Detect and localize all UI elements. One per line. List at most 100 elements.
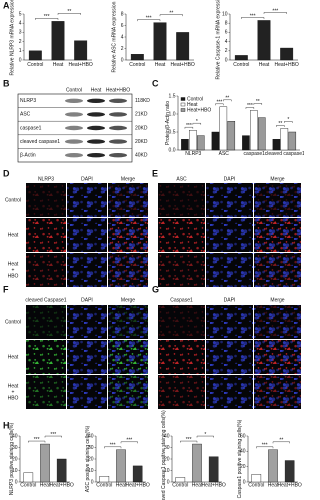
column-header: NLRP3	[38, 176, 54, 182]
sig-bracket	[276, 125, 285, 127]
bar	[28, 50, 42, 61]
stain-layer	[67, 375, 107, 409]
x-tick-label: Control	[233, 62, 249, 68]
column-header: ASC	[176, 176, 187, 182]
bar	[197, 135, 205, 151]
column-header: Merge	[121, 297, 135, 303]
lane-label: Control	[66, 87, 82, 93]
y-tick-label: 10	[222, 11, 228, 17]
blot-band	[109, 153, 127, 158]
row-label: Heat	[8, 354, 19, 360]
stain-layer	[206, 253, 253, 287]
bar	[175, 477, 186, 483]
x-tick-label: NLRP3	[185, 151, 201, 157]
protein-label: caspase1	[20, 125, 42, 131]
sig-label: ***	[272, 8, 278, 14]
sig-bracket	[159, 14, 183, 17]
column-header: Merge	[270, 297, 284, 303]
x-tick-label: Heat	[268, 482, 279, 488]
y-tick-label: 0.0	[169, 147, 176, 153]
stain-layer	[206, 305, 253, 339]
stain-layer	[26, 375, 66, 409]
stain-layer	[67, 253, 107, 287]
bar	[153, 22, 167, 61]
bar	[250, 110, 258, 151]
sig-label: ***	[126, 438, 132, 444]
sig-label: **	[256, 99, 260, 105]
legend-swatch	[180, 97, 186, 101]
bar	[242, 135, 250, 151]
blot-band	[109, 125, 127, 131]
sig-label: **	[67, 9, 71, 15]
y-tick-label: 8	[121, 11, 124, 17]
size-label: 20KD	[135, 139, 148, 145]
stain-layer	[254, 218, 301, 252]
stain-layer	[158, 183, 205, 217]
blot-band	[109, 98, 127, 104]
blot-band	[109, 112, 127, 117]
row-label: Heat	[8, 232, 19, 238]
stain-layer	[206, 183, 253, 217]
y-tick-label: 0	[15, 479, 18, 485]
row-label: Control	[5, 197, 21, 203]
bar	[284, 460, 295, 483]
column-header: cleaved Caspase1	[25, 297, 66, 303]
y-tick-label: 60	[240, 433, 246, 439]
blot-band	[87, 125, 105, 131]
blot-band	[87, 98, 105, 104]
sig-bracket	[245, 107, 255, 109]
y-axis-label: Relative NLRP3 mRNA expression	[9, 0, 15, 75]
y-tick-label: 8	[225, 21, 228, 27]
sig-label: ***	[250, 13, 256, 19]
sig-label: ***	[44, 14, 50, 20]
y-tick-label: 10	[164, 468, 170, 474]
y-tick-label: 10	[88, 468, 94, 474]
y-tick-label: 6	[225, 30, 228, 36]
blot-band	[65, 112, 83, 117]
y-tick-label: 40	[12, 433, 18, 439]
bar	[181, 138, 189, 151]
bar	[257, 20, 271, 61]
y-tick-label: 20	[240, 464, 246, 470]
panel-label: C	[152, 78, 159, 88]
sig-bracket	[120, 441, 138, 444]
stain-layer	[158, 218, 205, 252]
x-tick-label: Heat+HBO	[69, 62, 93, 68]
y-tick-label: 2	[225, 48, 228, 54]
y-axis-label: cleaved Caspase1 positive staining cells…	[161, 410, 167, 500]
stain-layer	[206, 375, 253, 409]
y-tick-label: 4	[121, 34, 124, 40]
legend-label: Control	[187, 96, 203, 102]
sig-label: **	[278, 121, 282, 127]
sig-label: **	[279, 438, 283, 444]
sig-label: ***	[262, 443, 268, 449]
bar	[130, 54, 144, 61]
legend-swatch	[180, 108, 186, 112]
x-tick-label: Control	[172, 482, 188, 488]
y-tick-label: 1.0	[169, 111, 176, 117]
x-tick-label: Heat+HBO	[278, 482, 302, 488]
sig-label: ***	[216, 100, 222, 106]
sig-bracket	[44, 435, 62, 438]
column-header: Caspase1	[170, 297, 193, 303]
sig-label: ***	[247, 103, 253, 109]
y-tick-label: 5	[19, 11, 22, 17]
y-tick-label: 20	[164, 456, 170, 462]
x-tick-label: Heat+HBO	[126, 482, 150, 488]
sig-bracket	[104, 446, 122, 449]
sig-label: ***	[186, 437, 192, 443]
row-label: +	[12, 389, 15, 395]
sig-label: ***	[146, 15, 152, 21]
bar	[268, 449, 278, 483]
panel-label: E	[152, 168, 158, 178]
sig-bracket	[28, 440, 46, 443]
y-tick-label: 4	[225, 39, 228, 45]
stain-layer	[254, 340, 301, 374]
blot-band	[87, 112, 105, 117]
size-label: 20KD	[135, 125, 148, 131]
row-label: Heat	[8, 383, 19, 389]
y-tick-label: 20	[88, 456, 94, 462]
y-tick-label: 40	[88, 433, 94, 439]
x-tick-label: Heat	[116, 482, 127, 488]
sig-label: **	[225, 96, 229, 102]
